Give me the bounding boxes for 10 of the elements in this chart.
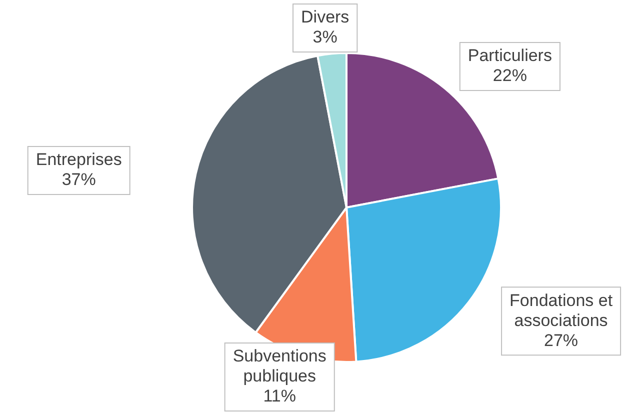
data-label: 27% [544, 330, 578, 350]
slice-label: Entreprises [36, 150, 122, 170]
slice-label: Particuliers [468, 46, 552, 66]
slice-label: Subventions publiques [232, 346, 326, 386]
slice-label: Divers [301, 8, 350, 27]
data-label: 3% [312, 28, 338, 47]
slice-label: Fondations et associations [510, 290, 613, 330]
data-label: 22% [492, 66, 527, 86]
data-label: 11% [263, 386, 296, 406]
data-label: 37% [62, 170, 96, 190]
